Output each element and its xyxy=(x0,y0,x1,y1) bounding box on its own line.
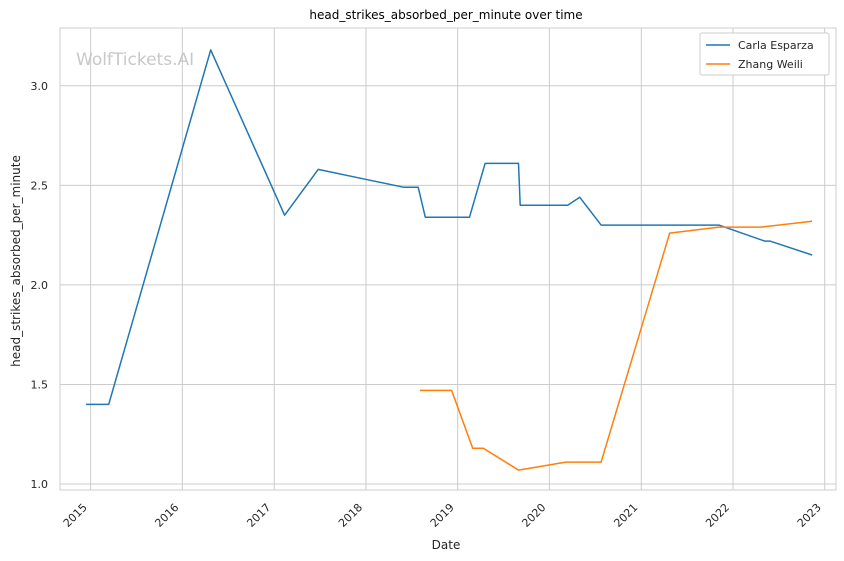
y-axis: 1.0 1.5 2.0 2.5 3.0 xyxy=(31,80,49,491)
x-tick-label: 2017 xyxy=(244,501,273,530)
grid xyxy=(60,28,836,490)
x-tick-label: 2022 xyxy=(703,501,732,530)
x-tick-label: 2021 xyxy=(611,501,640,530)
legend-label-carla-esparza: Carla Esparza xyxy=(738,39,814,52)
x-tick-label: 2023 xyxy=(795,501,824,530)
series-line-carla-esparza xyxy=(85,49,813,406)
plot-area xyxy=(59,27,837,491)
x-tick-label: 2015 xyxy=(61,501,90,530)
x-tick-label: 2018 xyxy=(336,501,365,530)
series-lines xyxy=(85,49,813,471)
x-tick-label: 2019 xyxy=(428,501,457,530)
y-tick-label: 3.0 xyxy=(31,80,49,93)
y-tick-label: 1.0 xyxy=(31,478,49,491)
y-tick-label: 2.0 xyxy=(31,279,49,292)
x-axis-label: Date xyxy=(432,538,461,552)
x-axis: 2015 2016 2017 2018 2019 2020 2021 2022 2023 xyxy=(61,501,824,530)
legend-box xyxy=(699,32,830,76)
x-tick-label: 2020 xyxy=(519,501,548,530)
legend: Carla Esparza Zhang Weili xyxy=(699,32,830,76)
y-tick-label: 2.5 xyxy=(31,179,49,192)
chart-title: head_strikes_absorbed_per_minute over ti… xyxy=(309,8,582,22)
watermark: WolfTickets.AI xyxy=(76,50,194,70)
series-line-zhang-weili xyxy=(420,220,813,471)
legend-label-zhang-weili: Zhang Weili xyxy=(738,58,803,71)
y-tick-label: 1.5 xyxy=(31,378,49,391)
x-tick-label: 2016 xyxy=(152,501,181,530)
y-axis-label: head_strikes_absorbed_per_minute xyxy=(9,155,23,367)
